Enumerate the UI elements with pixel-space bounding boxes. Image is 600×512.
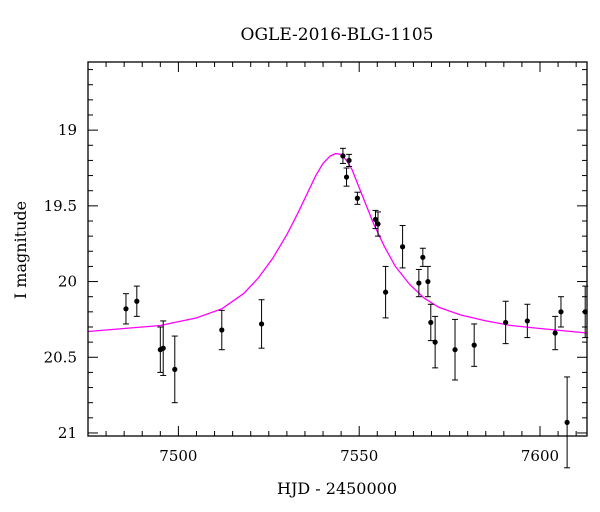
data-point: [419, 247, 426, 267]
x-tick-label: 7500: [159, 447, 197, 465]
data-point-marker: [134, 298, 140, 304]
data-point: [372, 209, 379, 230]
data-point-marker: [372, 216, 379, 223]
data-point-marker: [172, 366, 178, 372]
axis-ticks: [87, 62, 587, 436]
data-point: [452, 318, 459, 381]
data-point: [339, 147, 346, 164]
data-point: [424, 265, 431, 298]
x-tick-label: 7600: [521, 447, 559, 465]
model-curve: [87, 152, 588, 334]
data-point: [258, 299, 265, 349]
data-point-marker: [343, 174, 350, 180]
data-point: [564, 376, 571, 469]
data-point-marker: [452, 347, 458, 353]
data-point-marker: [428, 319, 434, 326]
data-point: [432, 315, 439, 369]
plot-area: [87, 147, 589, 469]
data-point: [382, 265, 389, 319]
data-point: [471, 323, 478, 367]
chart-title: OGLE-2016-BLG-1105: [241, 25, 434, 45]
data-point: [343, 167, 350, 187]
data-point: [133, 285, 140, 317]
data-point: [524, 303, 531, 339]
data-point-marker: [382, 289, 389, 295]
data-point-marker: [416, 280, 422, 286]
data-point-marker: [375, 221, 381, 227]
x-axis-label: HJD - 2450000: [277, 479, 397, 498]
data-point: [218, 309, 225, 351]
data-point-marker: [471, 342, 477, 348]
data-point-marker: [420, 254, 426, 260]
data-point-marker: [258, 321, 265, 327]
data-point: [427, 303, 434, 342]
y-tick-label: 20: [58, 273, 77, 291]
data-point: [552, 315, 559, 351]
data-point: [557, 296, 564, 328]
x-tick-label: 7550: [340, 447, 378, 465]
data-point-marker: [346, 157, 352, 164]
y-tick-label: 19: [58, 121, 77, 139]
data-point-marker: [160, 345, 166, 351]
y-tick-label: 20.5: [44, 348, 77, 366]
data-point: [160, 320, 167, 376]
data-point: [399, 225, 406, 269]
data-point-marker: [552, 330, 558, 336]
data-points: [122, 147, 589, 469]
data-point-marker: [123, 306, 129, 312]
plot-frame: [87, 61, 588, 437]
data-point-marker: [399, 244, 406, 250]
data-point: [122, 293, 129, 325]
data-point: [354, 191, 361, 205]
data-point: [415, 268, 422, 298]
data-point-marker: [558, 309, 564, 315]
y-axis-label: I magnitude: [11, 201, 30, 299]
data-point-marker: [354, 195, 360, 201]
data-point: [346, 153, 353, 167]
data-point: [171, 335, 178, 404]
data-point-marker: [425, 278, 431, 285]
data-point: [502, 300, 509, 345]
y-tick-label: 21: [58, 424, 77, 442]
data-point-marker: [219, 327, 225, 333]
y-tick-label: 19.5: [44, 197, 77, 215]
data-point-marker: [503, 319, 509, 326]
data-point-marker: [432, 339, 438, 345]
data-point-marker: [524, 318, 530, 324]
data-point-marker: [564, 419, 570, 425]
tick-labels: 7500 7550 7600 19 19.5 20 20.5 21: [44, 121, 559, 465]
data-point: [374, 211, 381, 237]
data-point-marker: [340, 153, 346, 159]
